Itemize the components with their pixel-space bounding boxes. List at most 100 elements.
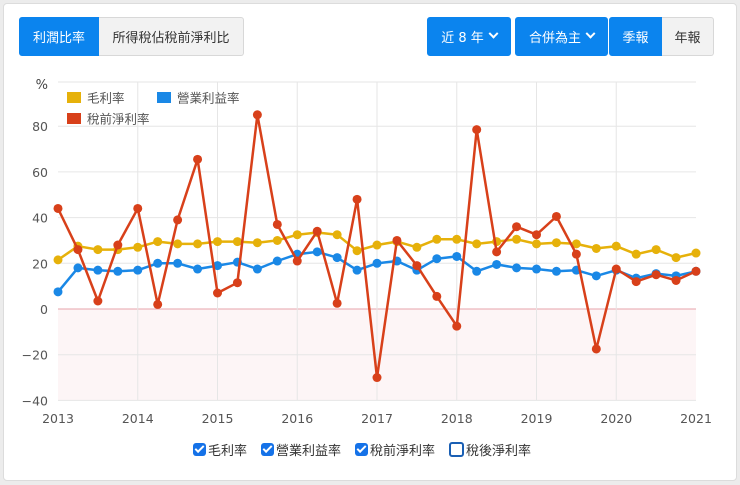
data-point[interactable] bbox=[213, 288, 222, 298]
data-point[interactable] bbox=[193, 154, 203, 164]
data-point[interactable] bbox=[232, 237, 242, 247]
data-point[interactable] bbox=[93, 265, 103, 275]
data-point[interactable] bbox=[352, 246, 362, 256]
data-point[interactable] bbox=[113, 266, 123, 276]
data-point[interactable] bbox=[412, 261, 422, 271]
data-point[interactable] bbox=[213, 261, 222, 271]
data-point[interactable] bbox=[173, 215, 183, 225]
data-point[interactable] bbox=[272, 219, 282, 229]
data-point[interactable] bbox=[352, 265, 362, 275]
data-point[interactable] bbox=[252, 110, 262, 120]
data-point[interactable] bbox=[472, 239, 482, 249]
data-point[interactable] bbox=[512, 222, 522, 232]
data-point[interactable] bbox=[352, 194, 362, 204]
data-point[interactable] bbox=[551, 238, 561, 248]
data-point[interactable] bbox=[392, 235, 402, 245]
data-point[interactable] bbox=[372, 240, 382, 250]
tab-tax-ratio[interactable]: 所得稅佔稅前淨利比 bbox=[99, 17, 244, 56]
data-point[interactable] bbox=[671, 253, 681, 263]
data-point[interactable] bbox=[671, 275, 681, 285]
data-point[interactable] bbox=[73, 263, 83, 273]
data-point[interactable] bbox=[691, 266, 701, 276]
data-point[interactable] bbox=[53, 287, 63, 297]
toggle-operating-margin[interactable]: 營業利益率 bbox=[261, 440, 341, 459]
data-point[interactable] bbox=[611, 264, 621, 274]
data-point[interactable] bbox=[532, 264, 541, 274]
data-point[interactable] bbox=[591, 271, 601, 281]
data-point[interactable] bbox=[312, 226, 322, 236]
basis-dropdown[interactable]: 合併為主 bbox=[515, 17, 608, 56]
data-point[interactable] bbox=[472, 266, 482, 276]
data-point[interactable] bbox=[292, 230, 302, 240]
data-point[interactable] bbox=[272, 235, 282, 245]
data-point[interactable] bbox=[53, 203, 63, 213]
data-point[interactable] bbox=[113, 240, 123, 250]
legend-item[interactable]: 稅前淨利率 bbox=[67, 112, 150, 127]
data-point[interactable] bbox=[551, 211, 561, 221]
data-point[interactable] bbox=[332, 253, 342, 263]
data-point[interactable] bbox=[532, 230, 541, 240]
checkbox-checked-icon[interactable] bbox=[261, 443, 275, 456]
data-point[interactable] bbox=[591, 344, 601, 354]
data-point[interactable] bbox=[452, 251, 462, 261]
legend-item[interactable]: 營業利益率 bbox=[157, 91, 240, 106]
data-point[interactable] bbox=[153, 299, 163, 309]
data-point[interactable] bbox=[651, 270, 661, 280]
data-point[interactable] bbox=[631, 277, 641, 287]
toggle-pretax-margin[interactable]: 稅前淨利率 bbox=[355, 440, 435, 459]
data-point[interactable] bbox=[452, 321, 462, 331]
data-point[interactable] bbox=[492, 247, 502, 257]
data-point[interactable] bbox=[571, 239, 581, 249]
data-point[interactable] bbox=[631, 249, 641, 259]
data-point[interactable] bbox=[651, 245, 661, 255]
data-point[interactable] bbox=[571, 249, 581, 259]
data-point[interactable] bbox=[232, 278, 242, 288]
data-point[interactable] bbox=[93, 296, 103, 306]
data-point[interactable] bbox=[93, 245, 103, 255]
data-point[interactable] bbox=[611, 241, 621, 251]
data-point[interactable] bbox=[512, 263, 522, 273]
data-point[interactable] bbox=[452, 234, 462, 244]
data-point[interactable] bbox=[213, 237, 222, 247]
data-point[interactable] bbox=[551, 266, 561, 276]
legend-item[interactable]: 毛利率 bbox=[67, 91, 125, 106]
data-point[interactable] bbox=[133, 265, 143, 275]
data-point[interactable] bbox=[492, 259, 502, 269]
data-point[interactable] bbox=[252, 264, 262, 274]
data-point[interactable] bbox=[133, 242, 143, 252]
data-point[interactable] bbox=[272, 256, 282, 266]
data-point[interactable] bbox=[472, 125, 482, 135]
data-point[interactable] bbox=[193, 239, 203, 249]
data-point[interactable] bbox=[133, 203, 143, 213]
checkbox-checked-icon[interactable] bbox=[193, 443, 206, 456]
data-point[interactable] bbox=[312, 247, 322, 257]
data-point[interactable] bbox=[153, 237, 163, 247]
data-point[interactable] bbox=[412, 242, 422, 252]
data-point[interactable] bbox=[512, 234, 522, 244]
tab-profit-ratio[interactable]: 利潤比率 bbox=[19, 17, 99, 56]
annual-button[interactable]: 年報 bbox=[662, 17, 714, 56]
data-point[interactable] bbox=[173, 258, 183, 268]
toggle-net-margin[interactable]: 稅後淨利率 bbox=[449, 440, 531, 459]
data-point[interactable] bbox=[193, 264, 203, 274]
data-point[interactable] bbox=[432, 234, 442, 244]
data-point[interactable] bbox=[372, 373, 382, 383]
checkbox-checked-icon[interactable] bbox=[355, 443, 369, 456]
data-point[interactable] bbox=[432, 291, 442, 301]
data-point[interactable] bbox=[591, 243, 601, 253]
data-point[interactable] bbox=[73, 245, 83, 255]
data-point[interactable] bbox=[292, 256, 302, 266]
data-point[interactable] bbox=[432, 254, 442, 264]
toggle-gross-margin[interactable]: 毛利率 bbox=[193, 440, 247, 459]
data-point[interactable] bbox=[372, 258, 382, 268]
data-point[interactable] bbox=[153, 258, 163, 268]
data-point[interactable] bbox=[173, 239, 183, 249]
data-point[interactable] bbox=[53, 255, 63, 265]
range-dropdown[interactable]: 近 8 年 bbox=[427, 17, 511, 56]
quarterly-button[interactable]: 季報 bbox=[609, 17, 662, 56]
data-point[interactable] bbox=[332, 230, 342, 240]
data-point[interactable] bbox=[332, 298, 342, 308]
data-point[interactable] bbox=[532, 239, 541, 249]
data-point[interactable] bbox=[252, 238, 262, 248]
checkbox-unchecked-icon[interactable] bbox=[449, 442, 465, 457]
